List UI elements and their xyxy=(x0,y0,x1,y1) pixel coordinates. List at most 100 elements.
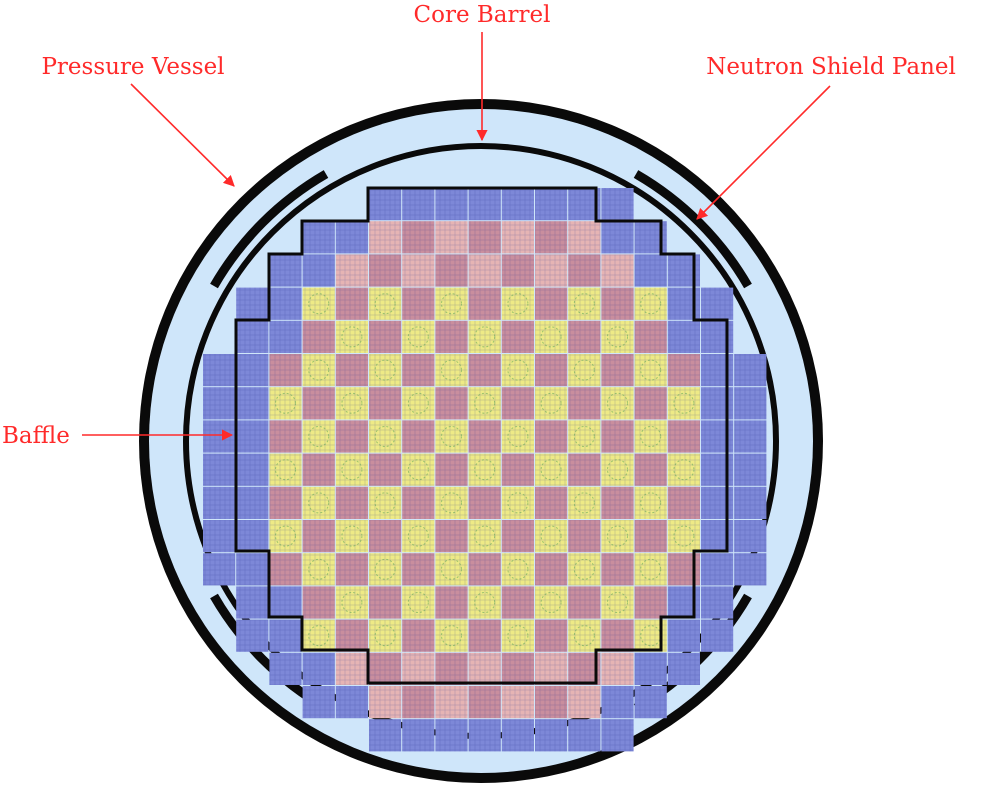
assembly-marker-ring xyxy=(407,459,429,481)
arrow-pressure-vessel xyxy=(130,83,235,187)
assembly-pin-grid xyxy=(667,652,700,685)
assembly-marker-ring xyxy=(308,426,330,447)
assembly-pin-grid xyxy=(369,287,402,320)
assembly-pin-grid xyxy=(501,188,534,221)
assembly-pin-grid xyxy=(302,221,335,254)
assembly-pin-grid xyxy=(236,553,269,586)
assembly-pin-grid xyxy=(435,453,468,486)
assembly-pin-grid xyxy=(535,586,568,619)
assembly-pin-grid xyxy=(601,553,634,586)
assembly-pin-grid xyxy=(236,586,269,619)
assembly-pin-grid xyxy=(667,619,700,652)
assembly-pin-grid xyxy=(369,188,402,221)
assembly-pin-grid xyxy=(302,586,335,619)
assembly-marker-ring xyxy=(441,625,462,647)
assembly-marker-ring xyxy=(640,359,662,381)
assembly-pin-grid xyxy=(435,354,468,387)
assembly-pin-grid xyxy=(236,320,269,353)
assembly-pin-grid xyxy=(236,453,269,486)
assembly-pin-grid xyxy=(236,387,269,420)
assembly-marker-ring xyxy=(374,359,396,381)
assembly-pin-grid xyxy=(667,387,700,420)
assembly-pin-grid xyxy=(634,387,667,420)
assembly-pin-grid xyxy=(501,553,534,586)
assembly-pin-grid xyxy=(369,221,402,254)
assembly-pin-grid xyxy=(435,387,468,420)
assembly-pin-grid xyxy=(468,453,501,486)
assembly-pin-grid xyxy=(634,453,667,486)
assembly-marker-ring xyxy=(607,525,628,547)
assembly-pin-grid xyxy=(203,420,236,453)
assembly-pin-grid xyxy=(402,586,435,619)
arrow-neutron-shield-panel xyxy=(696,85,831,220)
assembly-pin-grid xyxy=(501,586,534,619)
assembly-pin-grid xyxy=(369,586,402,619)
assembly-pin-grid xyxy=(302,387,335,420)
assembly-pin-grid xyxy=(634,652,667,685)
assembly-pin-grid xyxy=(203,553,236,586)
assembly-pin-grid xyxy=(302,520,335,553)
assembly-pin-grid xyxy=(369,254,402,287)
assembly-pin-grid xyxy=(269,354,302,387)
core-assemblies xyxy=(203,188,767,752)
assembly-pin-grid xyxy=(468,287,501,320)
assembly-pin-grid xyxy=(269,619,302,652)
assembly-pin-grid xyxy=(468,553,501,586)
assembly-pin-grid xyxy=(302,420,335,453)
assembly-marker-ring xyxy=(573,426,595,447)
assembly-pin-grid xyxy=(634,520,667,553)
assembly-pin-grid xyxy=(335,420,368,453)
assembly-pin-grid xyxy=(634,586,667,619)
assembly-pin-grid xyxy=(535,652,568,685)
assembly-pin-grid xyxy=(236,420,269,453)
assembly-pin-grid xyxy=(568,553,601,586)
assembly-marker-ring xyxy=(540,592,562,613)
assembly-pin-grid xyxy=(402,486,435,519)
assembly-pin-grid xyxy=(302,553,335,586)
assembly-pin-grid xyxy=(335,586,368,619)
assembly-pin-grid xyxy=(269,586,302,619)
assembly-pin-grid xyxy=(501,486,534,519)
assembly-marker-ring xyxy=(341,525,363,547)
assembly-pin-grid xyxy=(335,652,368,685)
assembly-pin-grid xyxy=(335,320,368,353)
assembly-pin-grid xyxy=(435,652,468,685)
neutron-shield-panel-top-right xyxy=(633,170,752,289)
assembly-pin-grid xyxy=(468,188,501,221)
assembly-pin-grid xyxy=(701,553,734,586)
assembly-marker-ring xyxy=(407,326,429,348)
assembly-pin-grid xyxy=(734,420,767,453)
assembly-marker-ring xyxy=(507,625,529,647)
assembly-pin-grid xyxy=(568,719,601,752)
assembly-marker-ring xyxy=(407,525,429,547)
assembly-marker-ring xyxy=(673,392,695,414)
assembly-pin-grid xyxy=(734,354,767,387)
assembly-marker-ring xyxy=(275,392,296,414)
assembly-pin-grid xyxy=(501,652,534,685)
assembly-pin-grid xyxy=(535,719,568,752)
assembly-marker-ring xyxy=(441,293,462,315)
assembly-pin-grid xyxy=(236,354,269,387)
assembly-pin-grid xyxy=(501,320,534,353)
assembly-marker-ring xyxy=(607,592,628,613)
assembly-pin-grid xyxy=(369,486,402,519)
assembly-pin-grid xyxy=(601,586,634,619)
assembly-pin-grid xyxy=(335,686,368,719)
assembly-marker-ring xyxy=(308,558,330,580)
assembly-pin-grid xyxy=(701,619,734,652)
assembly-pin-grid xyxy=(203,387,236,420)
assembly-pin-grid xyxy=(468,221,501,254)
assembly-pin-grid xyxy=(535,254,568,287)
assembly-marker-ring xyxy=(607,459,628,481)
assembly-pin-grid xyxy=(634,553,667,586)
assembly-marker-ring xyxy=(474,459,496,481)
assembly-pin-grid xyxy=(667,320,700,353)
assembly-pin-grid xyxy=(601,719,634,752)
assembly-pin-grid xyxy=(402,652,435,685)
neutron-shield-panel-top-left xyxy=(210,170,329,289)
annotation-pressure-vessel: Pressure Vessel xyxy=(41,54,235,187)
assembly-pin-grid xyxy=(435,719,468,752)
assembly-pin-grid xyxy=(601,221,634,254)
assembly-pin-grid xyxy=(335,453,368,486)
assembly-pin-grid xyxy=(535,486,568,519)
